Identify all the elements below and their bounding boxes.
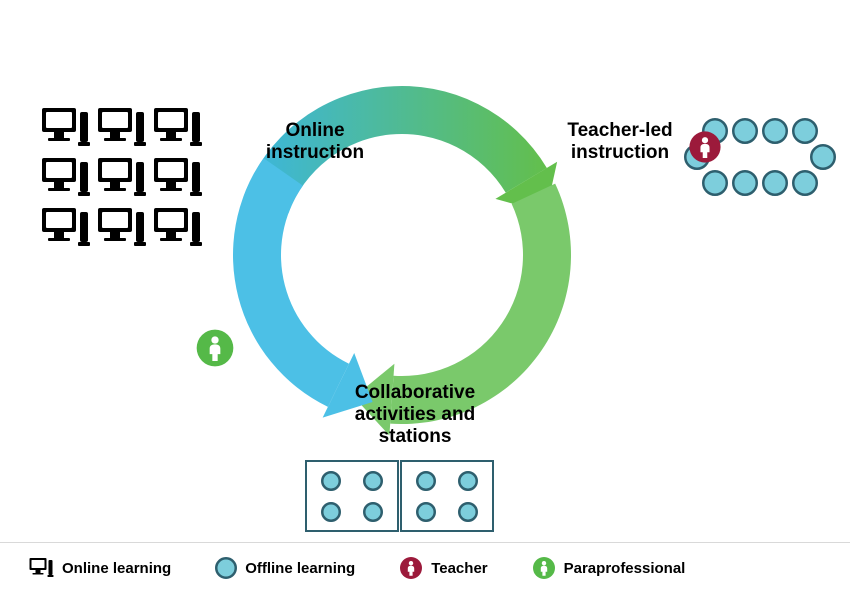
computer-icon [40, 156, 90, 200]
computer-icon [40, 106, 90, 150]
legend-item-offline: Offline learning [215, 557, 355, 579]
computer-icon [96, 156, 146, 200]
legend-label: Teacher [431, 560, 487, 577]
student-icon [215, 557, 237, 579]
legend-label: Offline learning [245, 560, 355, 577]
computer-icon [40, 206, 90, 250]
node-collaborative-label: Collaborative activities and stations [335, 382, 495, 448]
computer-icon [152, 106, 202, 150]
student-icon [792, 170, 818, 201]
student-icon [762, 170, 788, 201]
legend-label: Online learning [62, 560, 171, 577]
legend-item-online: Online learning [28, 557, 171, 579]
teacherled-student-group [692, 118, 842, 208]
node-teacherled-label: Teacher-led instruction [545, 120, 695, 164]
legend-item-parapro: Paraprofessional [532, 556, 686, 580]
computer-icon [152, 156, 202, 200]
node-online-label: Online instruction [250, 120, 380, 164]
computer-icon [96, 106, 146, 150]
student-icon [762, 118, 788, 149]
legend-item-teacher: Teacher [399, 556, 487, 580]
teacher-icon [688, 130, 722, 164]
online-computer-grid [40, 106, 202, 250]
person-icon [399, 556, 423, 580]
student-icon [732, 170, 758, 201]
legend-label: Paraprofessional [564, 560, 686, 577]
legend: Online learning Offline learning Teacher… [0, 542, 850, 593]
paraprofessional-badge [195, 328, 235, 368]
computer-icon [152, 206, 202, 250]
station-icon [305, 460, 399, 532]
person-icon [532, 556, 556, 580]
diagram-stage: Online instruction Teacher-led instructi… [0, 0, 850, 593]
student-icon [732, 118, 758, 149]
station-icon [400, 460, 494, 532]
computer-icon [96, 206, 146, 250]
computer-icon [28, 557, 54, 579]
